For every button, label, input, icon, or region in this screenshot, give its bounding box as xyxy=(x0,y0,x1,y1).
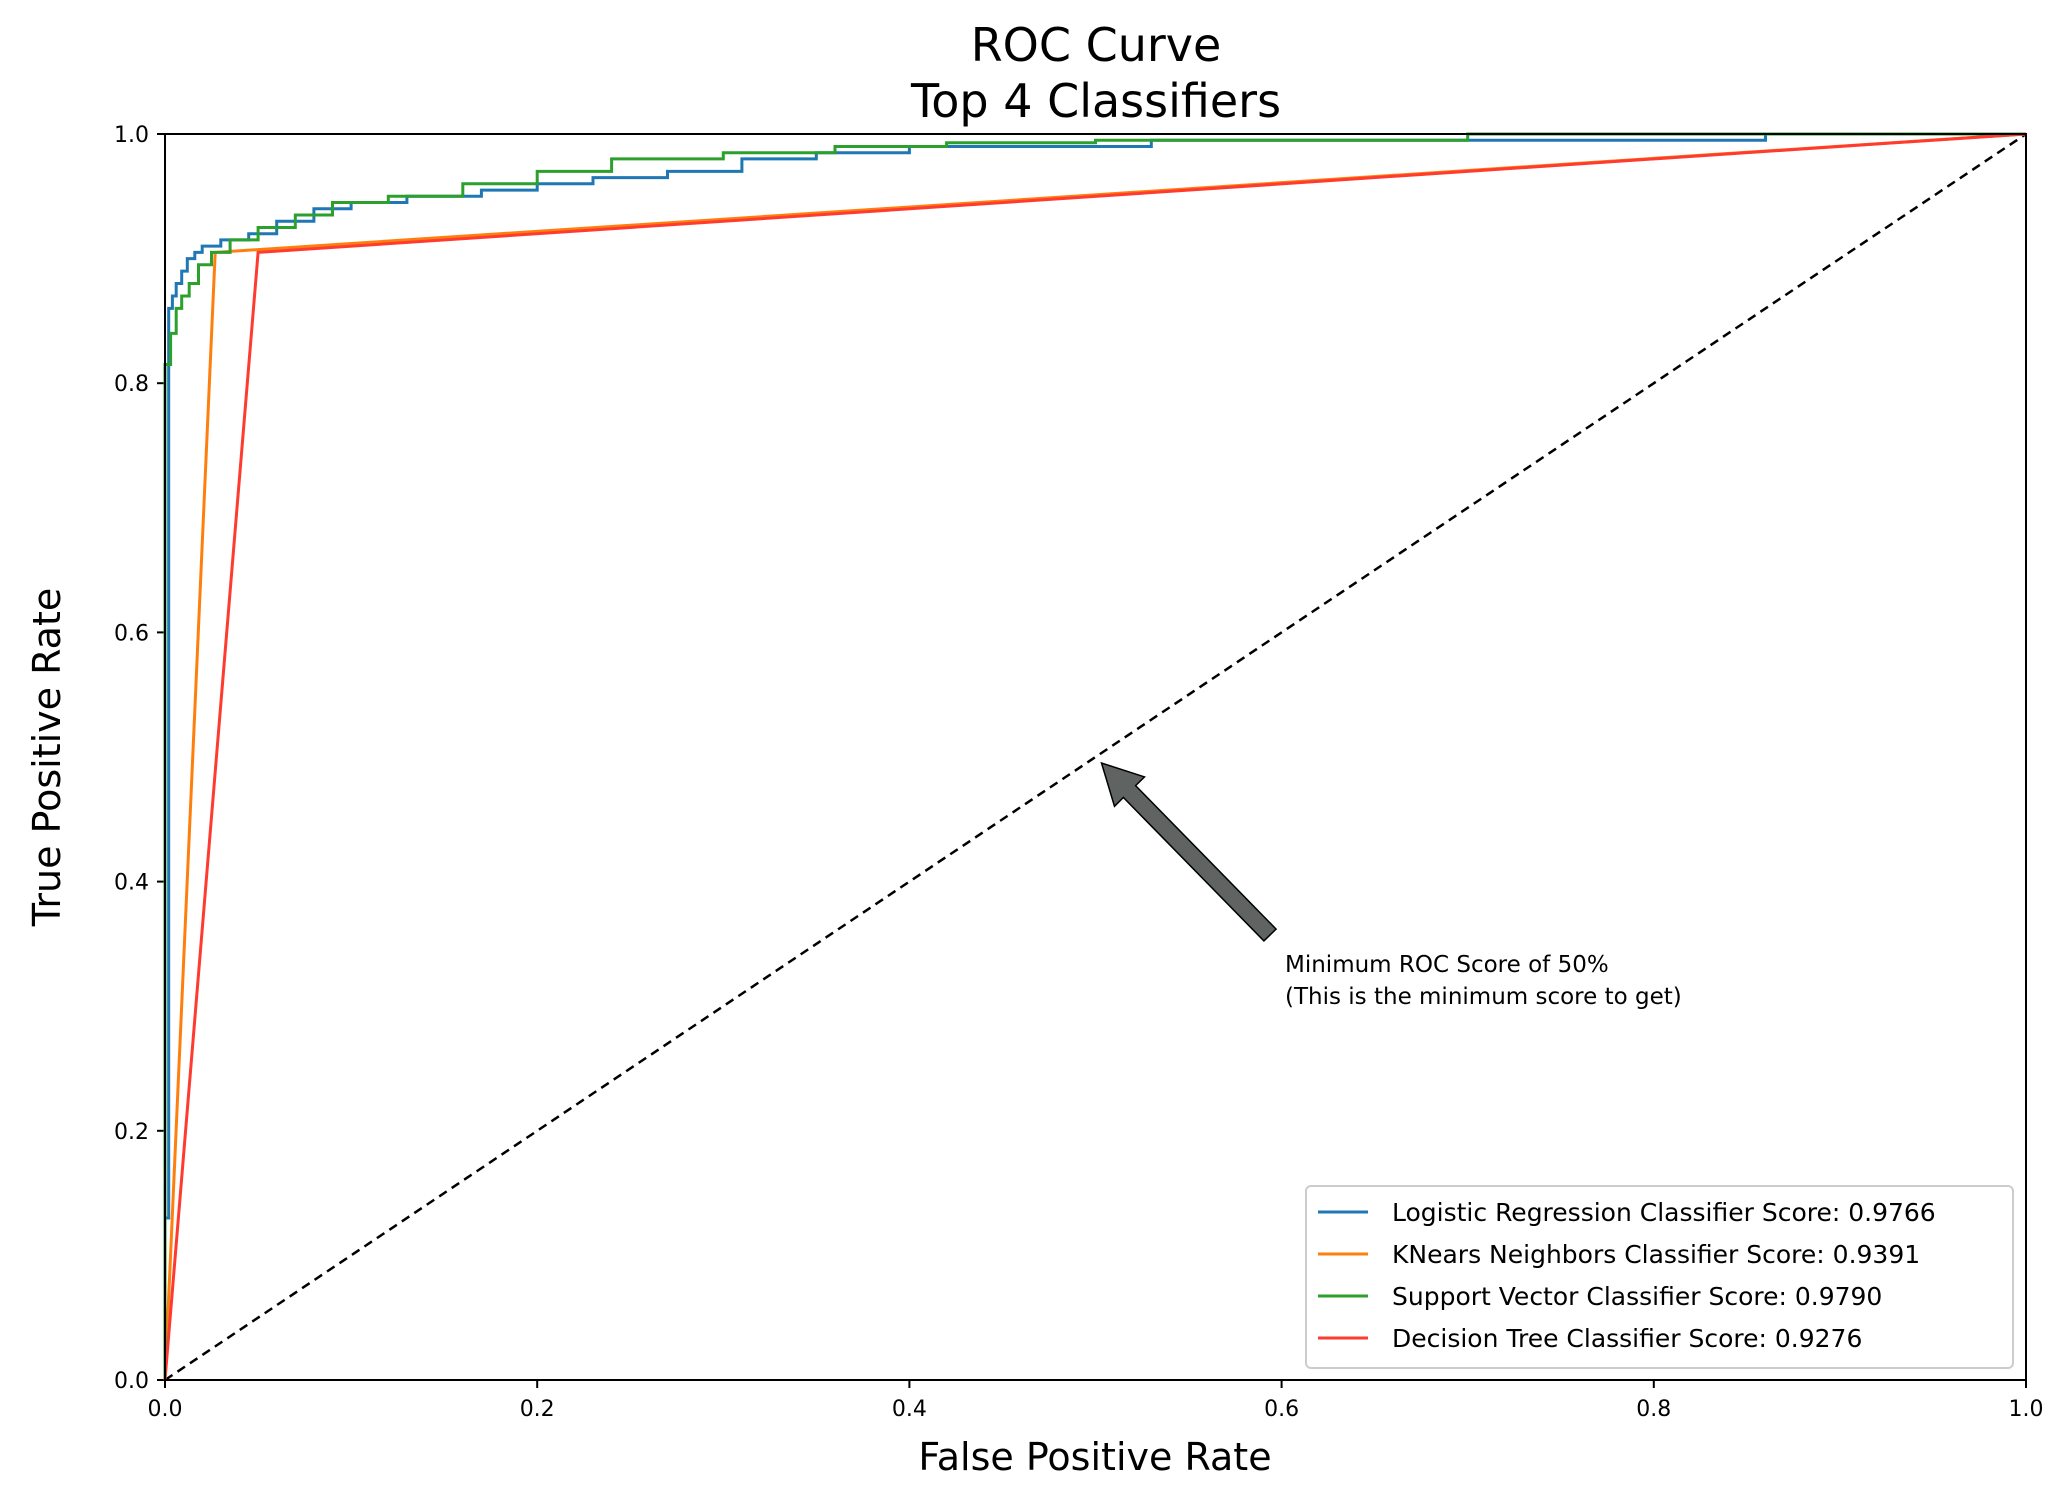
legend-label: KNears Neighbors Classifier Score: 0.939… xyxy=(1392,1240,1920,1269)
series-line-4 xyxy=(163,132,2027,1381)
chart-title-line-2: Top 4 Classifiers xyxy=(910,74,1281,128)
legend: Logistic Regression Classifier Score: 0.… xyxy=(1305,1185,2014,1369)
chart-title-line-1: ROC Curve xyxy=(971,18,1222,72)
legend-label: Support Vector Classifier Score: 0.9790 xyxy=(1392,1282,1882,1311)
y-tick-label: 0.2 xyxy=(114,1120,149,1145)
y-tick-label: 0.8 xyxy=(114,372,149,397)
x-tick-label: 0.0 xyxy=(148,1397,183,1422)
annotation-text-line-1: Minimum ROC Score of 50% xyxy=(1285,952,1609,978)
y-tick-label: 1.0 xyxy=(114,123,149,148)
y-tick-label: 0.6 xyxy=(114,621,149,646)
annotation-text-line-2: (This is the minimum score to get) xyxy=(1285,984,1682,1010)
y-axis-label: True Positive Rate xyxy=(25,588,69,928)
legend-label: Logistic Regression Classifier Score: 0.… xyxy=(1392,1198,1936,1227)
x-tick-label: 0.2 xyxy=(520,1397,555,1422)
x-tick-label: 0.6 xyxy=(1264,1397,1299,1422)
x-tick-label: 0.4 xyxy=(892,1397,927,1422)
y-tick-label: 0.0 xyxy=(114,1369,149,1394)
annotation-arrow xyxy=(1100,761,1278,942)
x-tick-label: 1.0 xyxy=(2009,1397,2044,1422)
legend-label: Decision Tree Classifier Score: 0.9276 xyxy=(1392,1324,1862,1353)
series-line-1 xyxy=(163,132,2026,1380)
x-axis-label: False Positive Rate xyxy=(918,1435,1271,1479)
x-tick-label: 0.8 xyxy=(1636,1397,1671,1422)
y-tick-label: 0.4 xyxy=(114,871,149,896)
series-line-3 xyxy=(163,132,2026,1380)
plot-frame xyxy=(164,133,2027,1381)
legend-box xyxy=(1305,1185,2014,1369)
reference-diagonal-line xyxy=(164,132,2027,1382)
